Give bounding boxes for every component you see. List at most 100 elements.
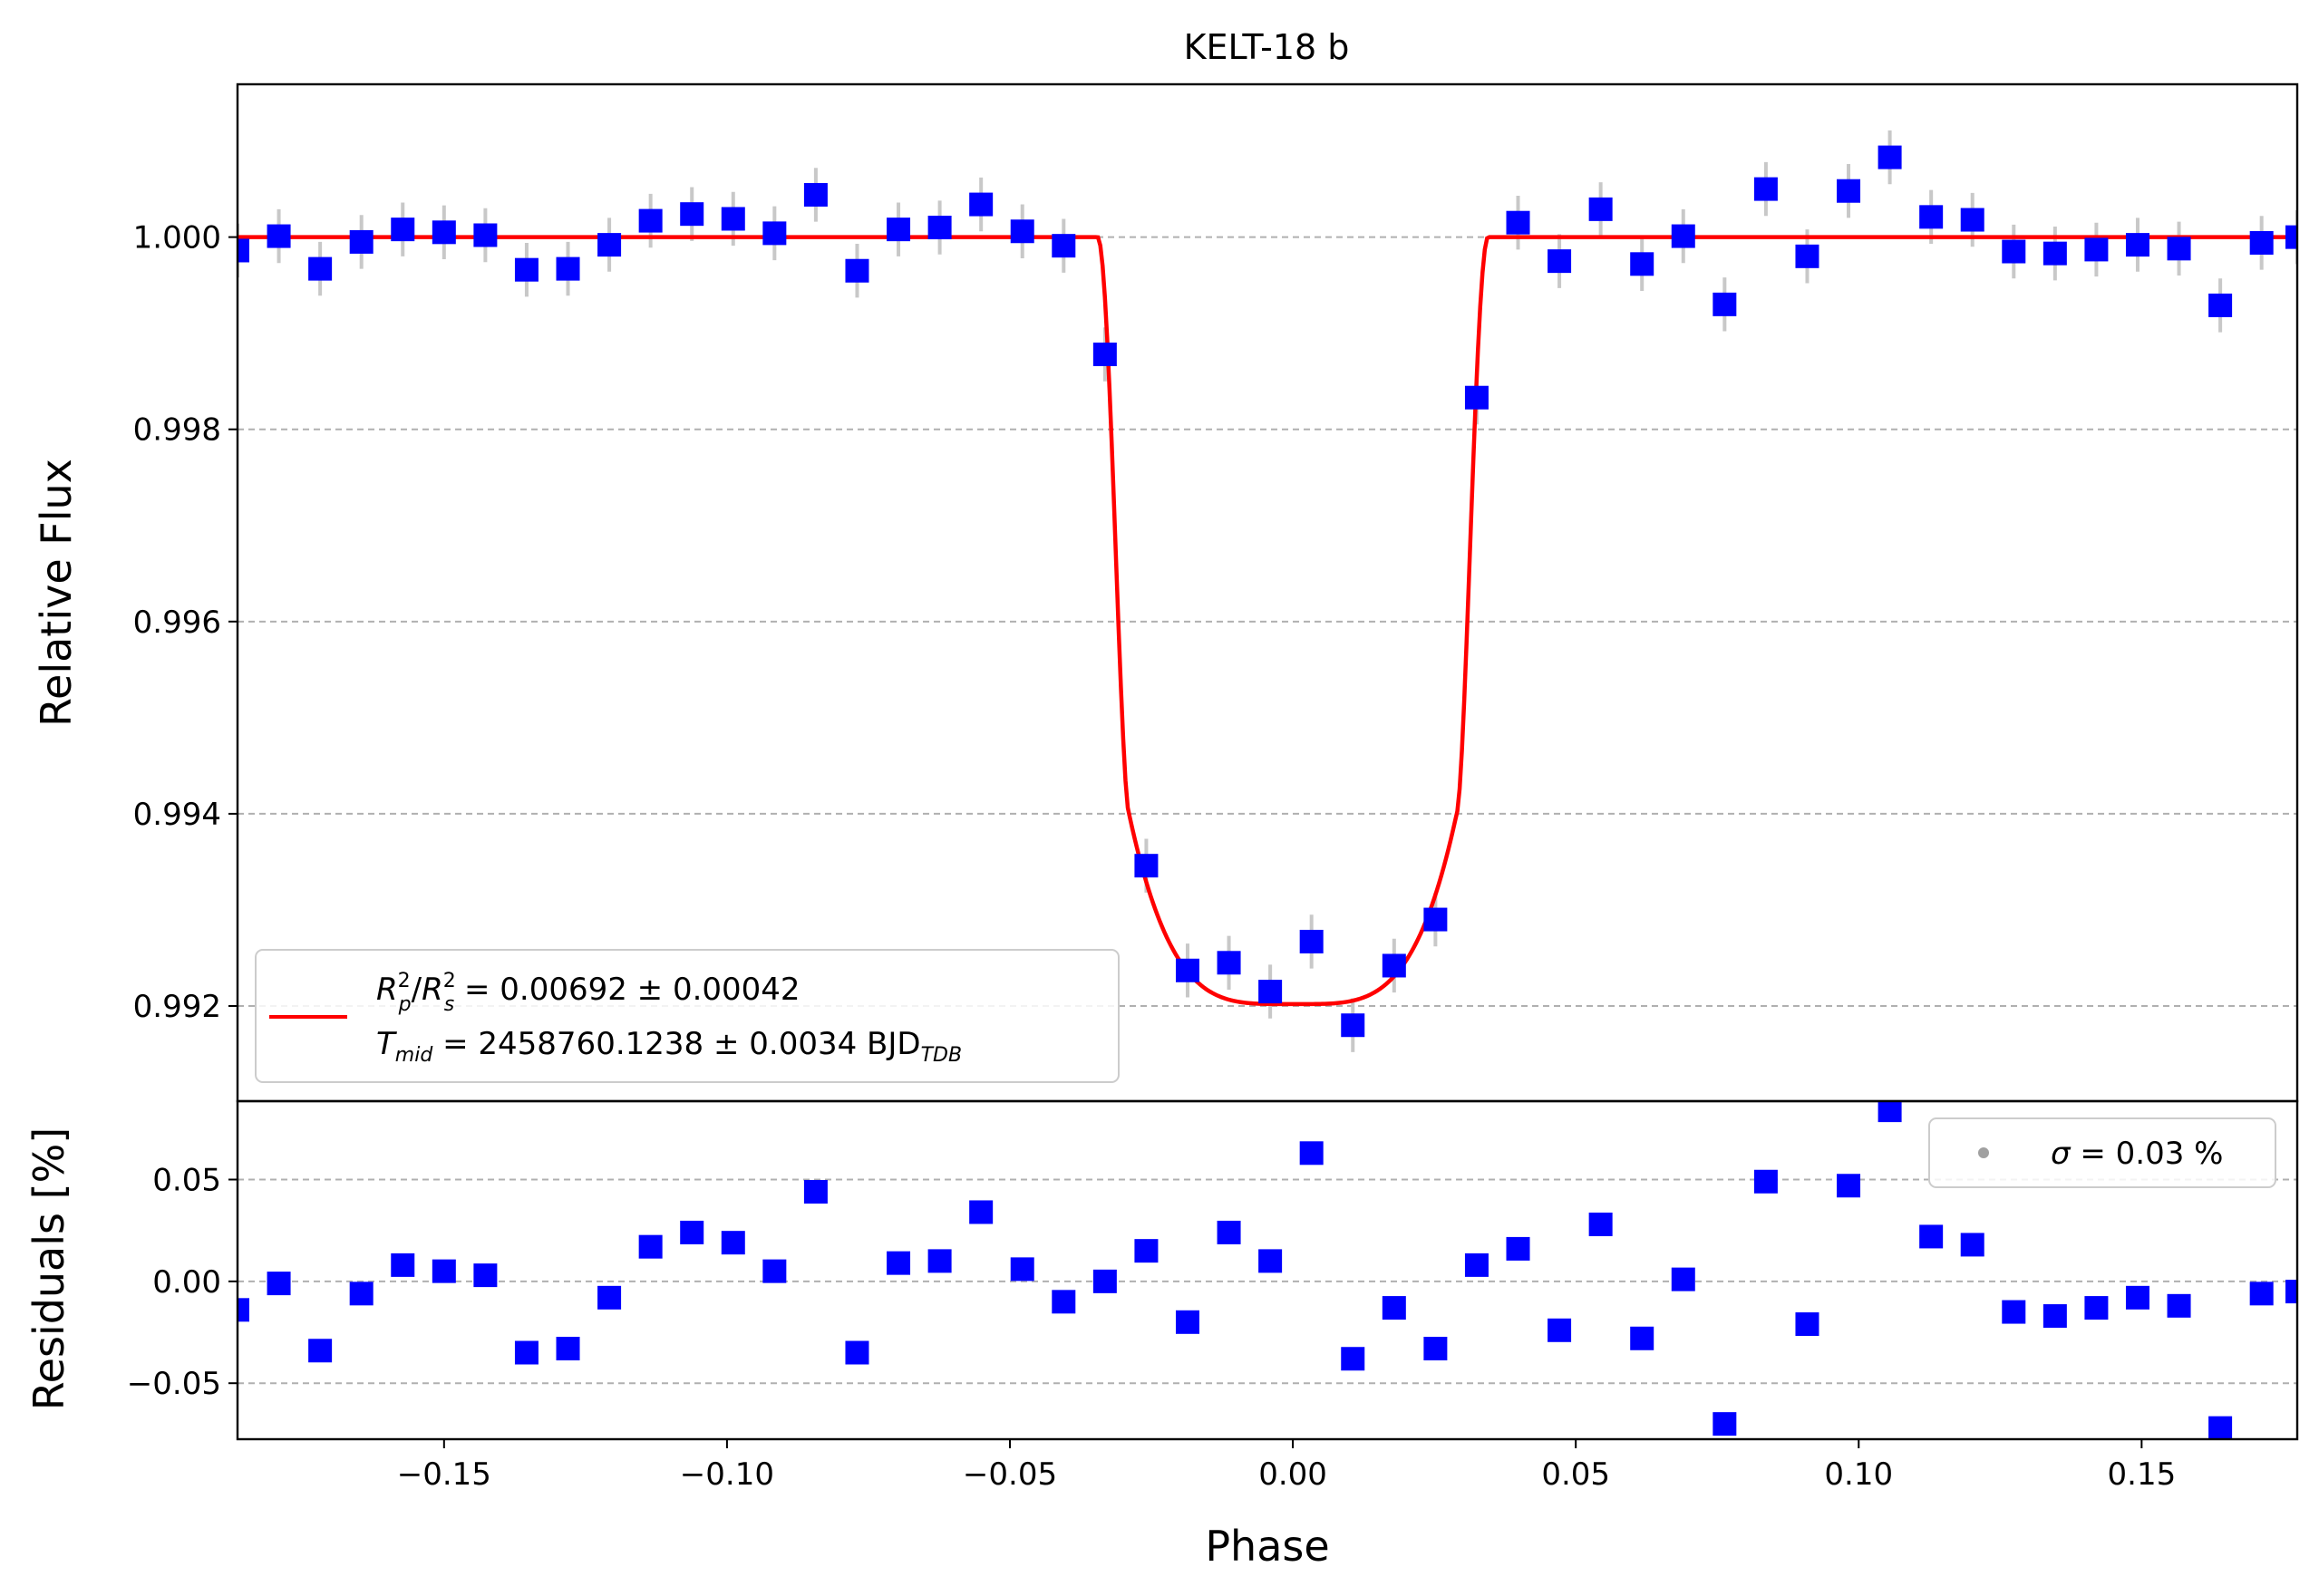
residual-point (1878, 1101, 1902, 1123)
residual-point (391, 1253, 415, 1277)
flux-point (1919, 205, 1944, 229)
flux-point (1878, 145, 1902, 169)
residual-point (887, 1251, 911, 1275)
residual-point (1134, 1239, 1159, 1263)
flux-ytick-label: 0.998 (133, 412, 221, 449)
residual-panel-frame (236, 1099, 2299, 1441)
flux-point (1341, 1013, 1365, 1038)
flux-point (1092, 342, 1117, 366)
flux-point (1837, 179, 1861, 203)
phase-xtick-label: 0.00 (1258, 1456, 1327, 1493)
flux-point (1134, 854, 1159, 878)
flux-point (1671, 224, 1695, 248)
residual-point (2084, 1296, 2109, 1320)
flux-point (1299, 929, 1324, 953)
flux-point (1630, 252, 1654, 276)
flux-ytick-label: 1.000 (133, 220, 221, 256)
residual-point (1630, 1326, 1654, 1350)
flux-point (597, 233, 622, 257)
residual-point (1671, 1267, 1695, 1291)
legend-rp-rs-label: R2 p/R2 s = 0.00692 ± 0.00042 (376, 970, 800, 1016)
flux-point (1382, 953, 1406, 978)
phase-xtick-label: 0.05 (1541, 1456, 1610, 1493)
residual-point (1795, 1312, 1819, 1337)
flux-yticks: 0.992 0.994 0.996 0.998 1.000 (133, 220, 238, 1025)
flux-ytick-label: 0.994 (133, 797, 221, 833)
residual-point (1588, 1212, 1613, 1236)
residual-point (1464, 1253, 1489, 1277)
residual-point (1217, 1220, 1241, 1244)
residual-point (2167, 1293, 2191, 1318)
flux-errorbars (238, 130, 2297, 1052)
flux-point (887, 218, 911, 242)
flux-point (762, 221, 787, 246)
residual-point (1258, 1249, 1283, 1273)
phase-xtick-label: −0.10 (680, 1456, 774, 1493)
residual-legend-box (1928, 1117, 2276, 1188)
residual-point (638, 1234, 663, 1259)
flux-point (1713, 292, 1737, 316)
residual-point (2125, 1285, 2149, 1310)
flux-point (514, 257, 539, 282)
flux-point (1175, 958, 1199, 982)
residual-point (927, 1249, 952, 1273)
residual-point (1175, 1310, 1199, 1334)
residual-points (238, 1101, 2297, 1439)
flux-point (2084, 237, 2109, 262)
phase-xtick-label: −0.05 (963, 1456, 1057, 1493)
residual-legend: σ = 0.03 % (1928, 1117, 2276, 1188)
residual-point (845, 1340, 869, 1365)
flux-point (238, 238, 249, 263)
residual-point (473, 1263, 498, 1288)
flux-point (1010, 219, 1034, 244)
residual-point (2042, 1304, 2067, 1329)
flux-point (473, 223, 498, 247)
flux-points (238, 145, 2297, 1038)
residual-point (597, 1285, 622, 1310)
flux-legend-box (255, 949, 1120, 1083)
flux-point (1960, 208, 1984, 232)
residual-point (432, 1259, 456, 1283)
residual-point (1092, 1269, 1117, 1293)
flux-grid (238, 236, 2297, 1008)
residual-point (1919, 1224, 1944, 1249)
flux-point (308, 256, 333, 281)
residual-point (1299, 1141, 1324, 1166)
flux-legend: R2 p/R2 s = 0.00692 ± 0.00042 Tmid = 24587… (255, 949, 1120, 1083)
residual-point (514, 1340, 539, 1365)
flux-point (2249, 230, 2274, 255)
residual-point (1960, 1233, 1984, 1257)
flux-point (1795, 244, 1819, 268)
phase-xtick-label: 0.10 (1824, 1456, 1893, 1493)
flux-point (267, 224, 291, 248)
flux-point (2125, 233, 2149, 257)
residual-point (721, 1231, 745, 1255)
flux-point (1217, 951, 1241, 975)
residual-point (803, 1179, 828, 1204)
residual-ytick-label: 0.05 (152, 1163, 221, 1199)
transit-model-line (238, 235, 2297, 1007)
residual-point (238, 1298, 249, 1322)
x-axis-label: Phase (1205, 1522, 1329, 1571)
chart-title: KELT-18 b (1184, 27, 1350, 67)
flux-point (969, 192, 994, 217)
residual-legend-label: σ = 0.03 % (2051, 1136, 2223, 1172)
residual-point (1506, 1236, 1530, 1261)
residual-point (1548, 1318, 1572, 1342)
flux-point (1506, 210, 1530, 235)
residual-ytick-label: −0.05 (127, 1366, 221, 1402)
flux-point (2285, 225, 2297, 249)
residual-point (556, 1337, 580, 1361)
residual-point (1753, 1169, 1778, 1194)
flux-point (927, 216, 952, 240)
flux-point (638, 208, 663, 233)
flux-point (1548, 249, 1572, 274)
residual-point (762, 1259, 787, 1283)
flux-point (1258, 980, 1283, 1004)
flux-point (2208, 293, 2233, 317)
residual-point (267, 1272, 291, 1296)
residual-point (349, 1282, 374, 1306)
transit-model (238, 235, 2297, 1007)
residual-y-axis-label: Residuals [%] (24, 1127, 73, 1410)
